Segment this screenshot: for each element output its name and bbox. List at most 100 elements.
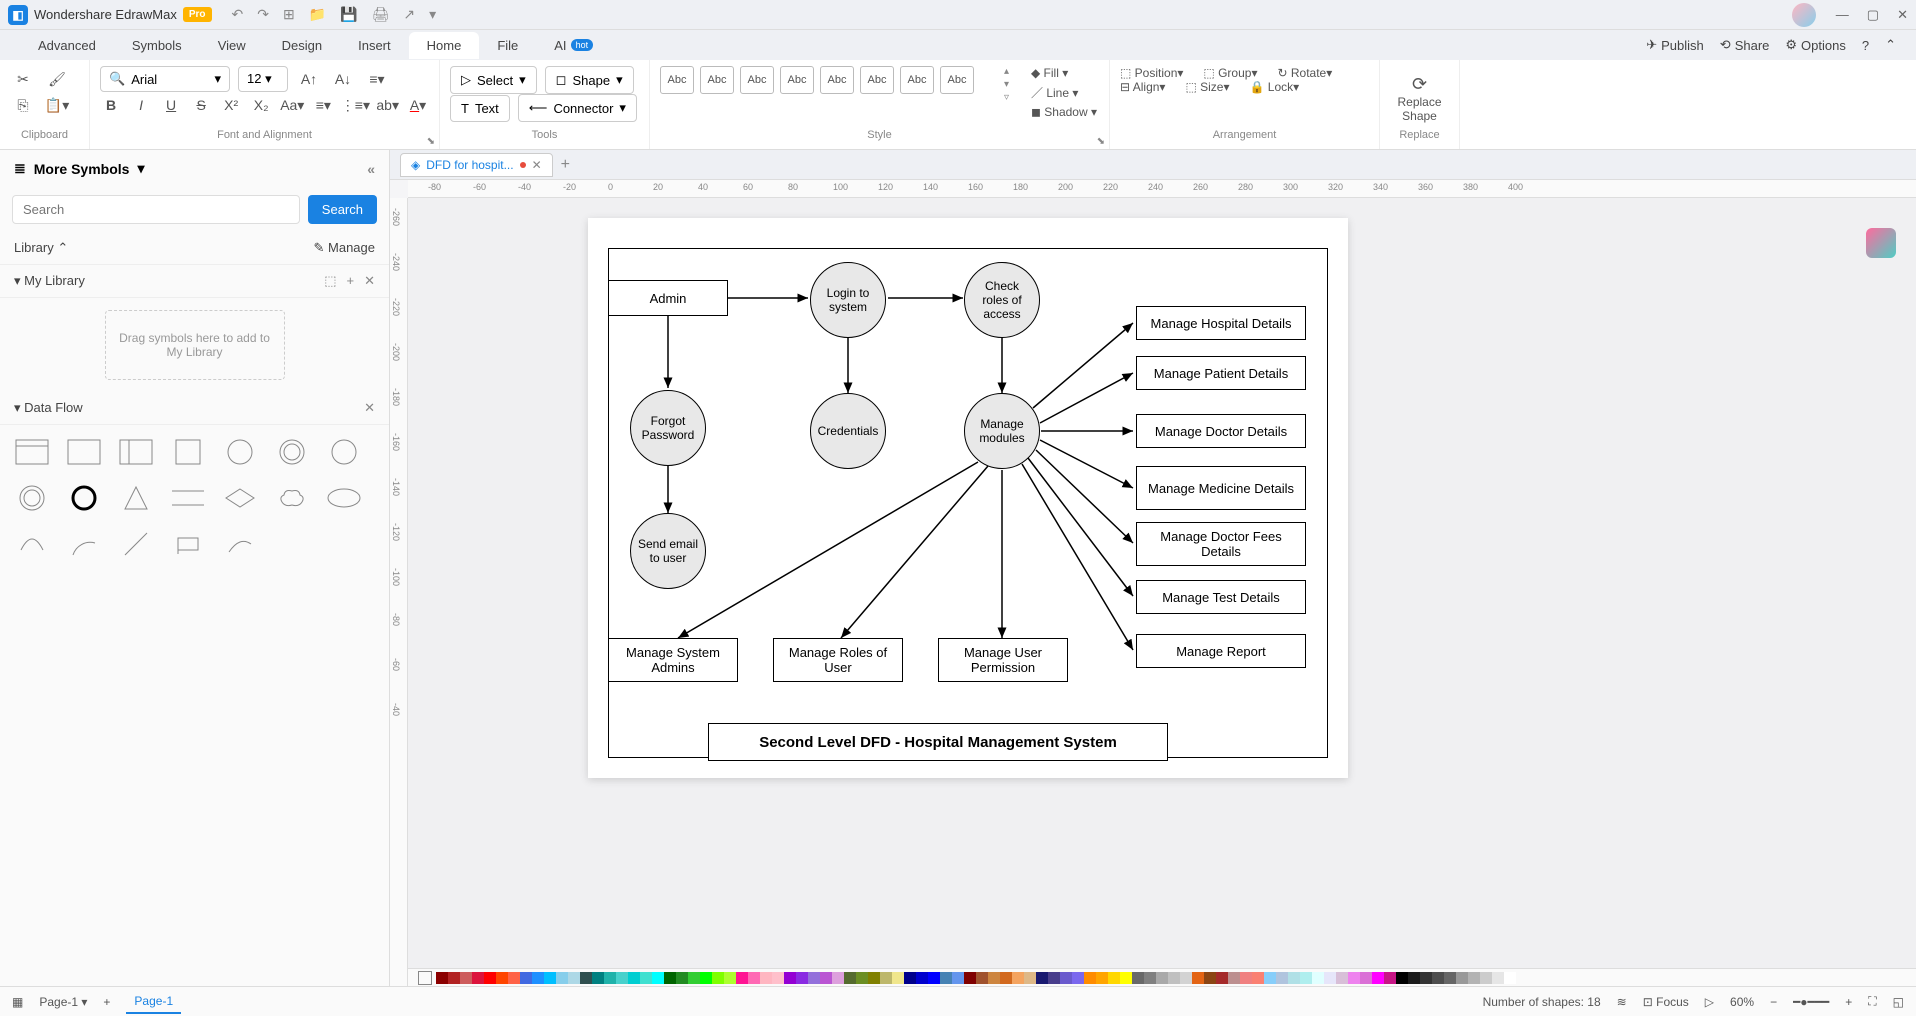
color-swatch[interactable] <box>1048 972 1060 984</box>
style-preset-7[interactable]: Abc <box>940 66 974 94</box>
dataflow-label[interactable]: Data Flow <box>24 400 83 415</box>
color-swatch[interactable] <box>1036 972 1048 984</box>
color-swatch[interactable] <box>1336 972 1348 984</box>
menu-tab-file[interactable]: File <box>479 32 536 59</box>
menu-tab-design[interactable]: Design <box>264 32 340 59</box>
zoom-slider[interactable]: ━●━━━ <box>1793 995 1829 1009</box>
style-more[interactable]: ▿ <box>1004 92 1009 103</box>
shape-curve[interactable] <box>222 529 258 559</box>
entity-doctor[interactable]: Manage Doctor Details <box>1136 414 1306 448</box>
style-preset-4[interactable]: Abc <box>820 66 854 94</box>
shape-double-circle[interactable] <box>274 437 310 467</box>
strike-button[interactable]: S <box>190 92 212 118</box>
focus-button[interactable]: ⊡ Focus <box>1643 995 1689 1009</box>
color-swatch[interactable] <box>832 972 844 984</box>
color-swatch[interactable] <box>1432 972 1444 984</box>
menu-tab-symbols[interactable]: Symbols <box>114 32 200 59</box>
color-swatch[interactable] <box>916 972 928 984</box>
color-swatch[interactable] <box>724 972 736 984</box>
collapse-sidebar-button[interactable]: « <box>367 161 375 177</box>
color-swatch[interactable] <box>1120 972 1132 984</box>
save-icon[interactable]: 💾 <box>340 6 357 23</box>
publish-button[interactable]: ✈Publish <box>1646 37 1704 53</box>
select-tool[interactable]: ▷ Select ▾ <box>450 66 537 94</box>
format-painter-button[interactable]: 🖌 <box>44 66 70 92</box>
shape-line[interactable] <box>118 529 154 559</box>
shape-triangle[interactable] <box>118 483 154 513</box>
style-preset-2[interactable]: Abc <box>740 66 774 94</box>
position-button[interactable]: ⬚ Position▾ <box>1120 66 1183 80</box>
collapse-ribbon-button[interactable]: ⌃ <box>1885 37 1896 53</box>
close-tab-icon[interactable]: ✕ <box>532 158 542 172</box>
undo-icon[interactable]: ↶ <box>232 6 244 23</box>
symbol-search-input[interactable] <box>12 195 300 224</box>
process-check[interactable]: Check roles of access <box>964 262 1040 338</box>
color-swatch[interactable] <box>940 972 952 984</box>
style-preset-1[interactable]: Abc <box>700 66 734 94</box>
more-symbols-label[interactable]: More Symbols <box>34 161 130 177</box>
decrease-font-button[interactable]: A↓ <box>330 66 356 92</box>
color-swatch[interactable] <box>1024 972 1036 984</box>
highlight-button[interactable]: ab▾ <box>376 92 399 118</box>
shape-flag[interactable] <box>170 529 206 559</box>
shape-rect-tab[interactable] <box>14 437 50 467</box>
entity-admin[interactable]: Admin <box>608 280 728 316</box>
color-swatch[interactable] <box>1264 972 1276 984</box>
line-spacing-button[interactable]: ≡▾ <box>312 92 334 118</box>
shape-circle2[interactable] <box>326 437 362 467</box>
align-shapes-button[interactable]: ⊟ Align▾ <box>1120 80 1165 94</box>
process-email[interactable]: Send email to user <box>630 513 706 589</box>
new-tab-button[interactable]: + <box>561 156 570 174</box>
color-swatch[interactable] <box>1084 972 1096 984</box>
shape-diamond[interactable] <box>222 483 258 513</box>
redo-icon[interactable]: ↷ <box>257 6 269 23</box>
color-swatch[interactable] <box>988 972 1000 984</box>
entity-test[interactable]: Manage Test Details <box>1136 580 1306 614</box>
style-preset-0[interactable]: Abc <box>660 66 694 94</box>
shape-tool[interactable]: ◻ Shape ▾ <box>545 66 634 94</box>
color-swatch[interactable] <box>1276 972 1288 984</box>
layers-icon[interactable]: ≋ <box>1617 995 1627 1009</box>
page-tab[interactable]: Page-1 <box>126 990 181 1014</box>
color-swatch[interactable] <box>532 972 544 984</box>
color-swatch[interactable] <box>640 972 652 984</box>
color-swatch[interactable] <box>1444 972 1456 984</box>
color-swatch[interactable] <box>1492 972 1504 984</box>
color-swatch[interactable] <box>568 972 580 984</box>
mylib-close-icon[interactable]: ✕ <box>364 273 375 289</box>
color-swatch[interactable] <box>1324 972 1336 984</box>
color-swatch[interactable] <box>1468 972 1480 984</box>
color-swatch[interactable] <box>736 972 748 984</box>
style-scroll-down[interactable]: ▾ <box>1004 79 1009 90</box>
mylib-edit-icon[interactable]: ⬚ <box>324 273 336 289</box>
mylib-add-icon[interactable]: + <box>347 273 355 289</box>
font-size-select[interactable]: 12 ▾ <box>238 66 288 92</box>
help-button[interactable]: ? <box>1862 38 1869 53</box>
shape-square[interactable] <box>170 437 206 467</box>
shadow-button[interactable]: ◼ Shadow ▾ <box>1029 103 1099 121</box>
color-swatch[interactable] <box>1060 972 1072 984</box>
color-swatch[interactable] <box>772 972 784 984</box>
subscript-button[interactable]: X₂ <box>250 92 272 118</box>
entity-fees[interactable]: Manage Doctor Fees Details <box>1136 522 1306 566</box>
color-swatch[interactable] <box>1204 972 1216 984</box>
maximize-button[interactable]: ▢ <box>1867 7 1879 23</box>
color-swatch[interactable] <box>1096 972 1108 984</box>
color-swatch[interactable] <box>1360 972 1372 984</box>
color-swatch[interactable] <box>1000 972 1012 984</box>
menu-tab-home[interactable]: Home <box>409 32 480 59</box>
export-icon[interactable]: ↗ <box>403 6 415 23</box>
color-swatch[interactable] <box>892 972 904 984</box>
color-swatch[interactable] <box>1312 972 1324 984</box>
underline-button[interactable]: U <box>160 92 182 118</box>
superscript-button[interactable]: X² <box>220 92 242 118</box>
color-swatch[interactable] <box>484 972 496 984</box>
manage-library-button[interactable]: ✎ Manage <box>314 240 376 256</box>
style-scroll-up[interactable]: ▴ <box>1004 66 1009 77</box>
process-credentials[interactable]: Credentials <box>810 393 886 469</box>
color-swatch[interactable] <box>664 972 676 984</box>
entity-report[interactable]: Manage Report <box>1136 634 1306 668</box>
color-swatch[interactable] <box>880 972 892 984</box>
color-swatch[interactable] <box>748 972 760 984</box>
text-tool[interactable]: T Text <box>450 95 510 122</box>
